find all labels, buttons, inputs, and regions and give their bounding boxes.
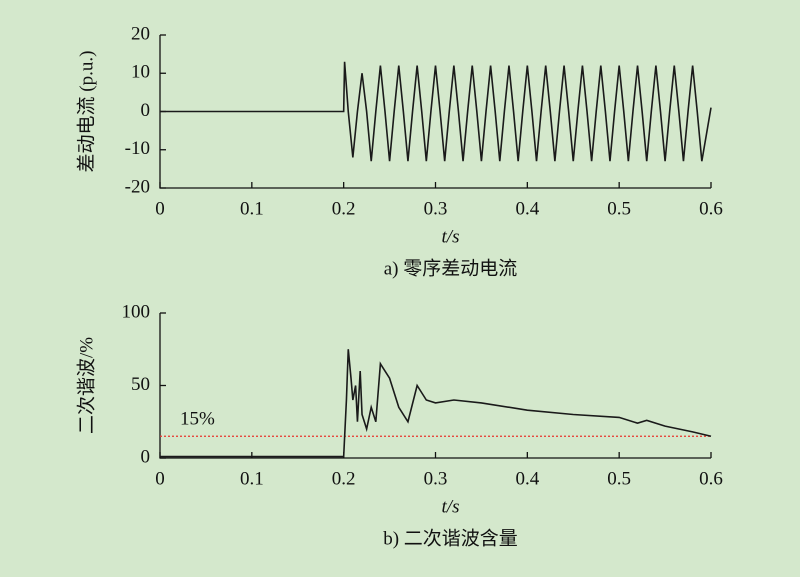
x-tick-label: 0 xyxy=(155,468,165,489)
y-tick-label: 100 xyxy=(122,301,151,322)
x-tick-label: 0.3 xyxy=(424,468,448,489)
x-tick-label: 0.6 xyxy=(699,198,723,219)
data-line xyxy=(160,61,712,162)
x-tick-label: 0.4 xyxy=(515,468,539,489)
x-tick-label: 0.2 xyxy=(332,468,356,489)
x-tick-label: 0.2 xyxy=(332,198,356,219)
x-axis-label: t/s xyxy=(442,226,460,247)
y-tick-label: -10 xyxy=(125,138,150,159)
caption: b) 二次谐波含量 xyxy=(383,527,518,549)
caption: a) 零序差动电流 xyxy=(384,257,518,279)
x-tick-label: 0.3 xyxy=(424,198,448,219)
y-tick-label: -20 xyxy=(125,176,150,197)
y-axis-label: 差动电流 (p.u.) xyxy=(75,51,97,173)
x-tick-label: 0.1 xyxy=(240,198,264,219)
threshold-label: 15% xyxy=(180,409,215,430)
x-tick-label: 0.1 xyxy=(240,468,264,489)
data-line xyxy=(160,349,712,458)
y-tick-label: 50 xyxy=(131,374,150,395)
y-tick-label: 10 xyxy=(131,62,150,83)
y-axis-label: 二次谐波/% xyxy=(75,337,97,434)
x-tick-label: 0.4 xyxy=(515,198,539,219)
x-tick-label: 0.5 xyxy=(607,468,631,489)
y-tick-label: 20 xyxy=(131,23,150,44)
x-tick-label: 0 xyxy=(155,198,165,219)
x-tick-label: 0.5 xyxy=(607,198,631,219)
y-tick-label: 0 xyxy=(141,100,151,121)
x-axis-label: t/s xyxy=(442,496,460,517)
y-tick-label: 0 xyxy=(141,446,151,467)
x-tick-label: 0.6 xyxy=(699,468,723,489)
